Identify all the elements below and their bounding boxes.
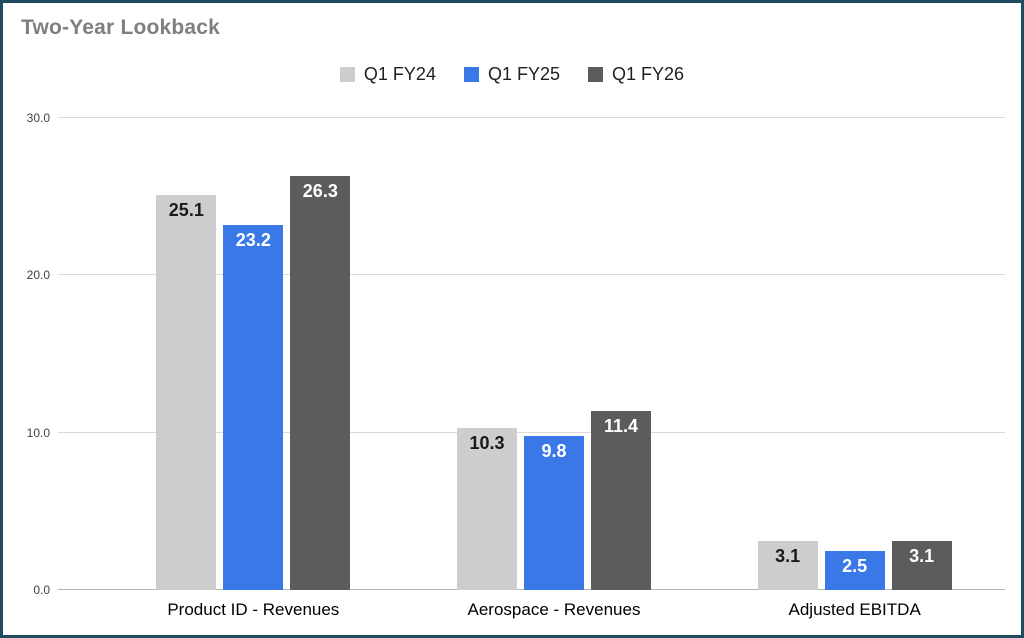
bar-value-label: 3.1	[775, 546, 801, 567]
bar-group: 3.1 2.5 3.1 Adjusted EBITDA	[757, 118, 952, 619]
legend-swatch-icon	[588, 67, 604, 82]
bar-value-label: 25.1	[168, 200, 204, 221]
bar-q1-fy26: 26.3	[290, 176, 351, 590]
bar-q1-fy24: 10.3	[456, 427, 517, 590]
legend-label: Q1 FY24	[363, 64, 436, 84]
bar-value-label: 3.1	[909, 546, 935, 567]
bar-value-label: 10.3	[469, 432, 505, 453]
category-label: Aerospace - Revenues	[467, 600, 641, 619]
chart-title: Two-Year Lookback	[21, 16, 221, 39]
chart-legend: Q1 FY24 Q1 FY25 Q1 FY26	[3, 64, 1021, 85]
category-label: Adjusted EBITDA	[788, 600, 921, 619]
legend-label: Q1 FY25	[487, 64, 561, 84]
bar-q1-fy25: 23.2	[223, 225, 284, 590]
bar-value-label: 11.4	[603, 415, 638, 436]
bar-groups: 25.1 23.2 26.3 Product ID - Revenues 10.3 9.8…	[103, 118, 1005, 619]
gridline	[58, 117, 1005, 118]
gridline	[58, 431, 1005, 433]
bar-q1-fy26: 3.1	[891, 541, 952, 590]
y-tick-label: 0.0	[33, 583, 50, 597]
category-label: Product ID - Revenues	[167, 600, 340, 619]
legend-label: Q1 FY26	[612, 64, 685, 84]
bar-value-label: 23.2	[235, 230, 271, 250]
bar-q1-fy25: 2.5	[824, 550, 885, 590]
bar-q1-fy24: 3.1	[757, 541, 818, 590]
bar-value-label: 9.8	[541, 440, 567, 461]
y-tick-label: 10.0	[26, 425, 50, 440]
legend-swatch-icon	[463, 67, 479, 82]
bar-value-label: 2.5	[842, 555, 868, 576]
legend-item: Q1 FY26	[588, 64, 684, 85]
bar-q1-fy24: 25.1	[156, 195, 217, 590]
bar-value-label: 26.3	[302, 181, 338, 202]
legend-item: Q1 FY25	[463, 64, 561, 85]
legend-item: Q1 FY24	[339, 64, 436, 85]
gridline	[58, 274, 1005, 276]
plot-area: 0.0 10.0 20.0 30.0 25.1 23.2 26.3 Product ID - …	[27, 111, 1005, 619]
bar-group: 25.1 23.2 26.3 Product ID - Revenues	[156, 118, 351, 619]
y-tick-label: 30.0	[26, 111, 50, 125]
y-tick-label: 20.0	[26, 268, 50, 283]
legend-swatch-icon	[339, 67, 355, 82]
bar-q1-fy25: 9.8	[523, 435, 584, 590]
bar-group: 10.3 9.8 11.4 Aerospace - Revenues	[456, 118, 651, 619]
bar-q1-fy26: 11.4	[590, 410, 651, 590]
